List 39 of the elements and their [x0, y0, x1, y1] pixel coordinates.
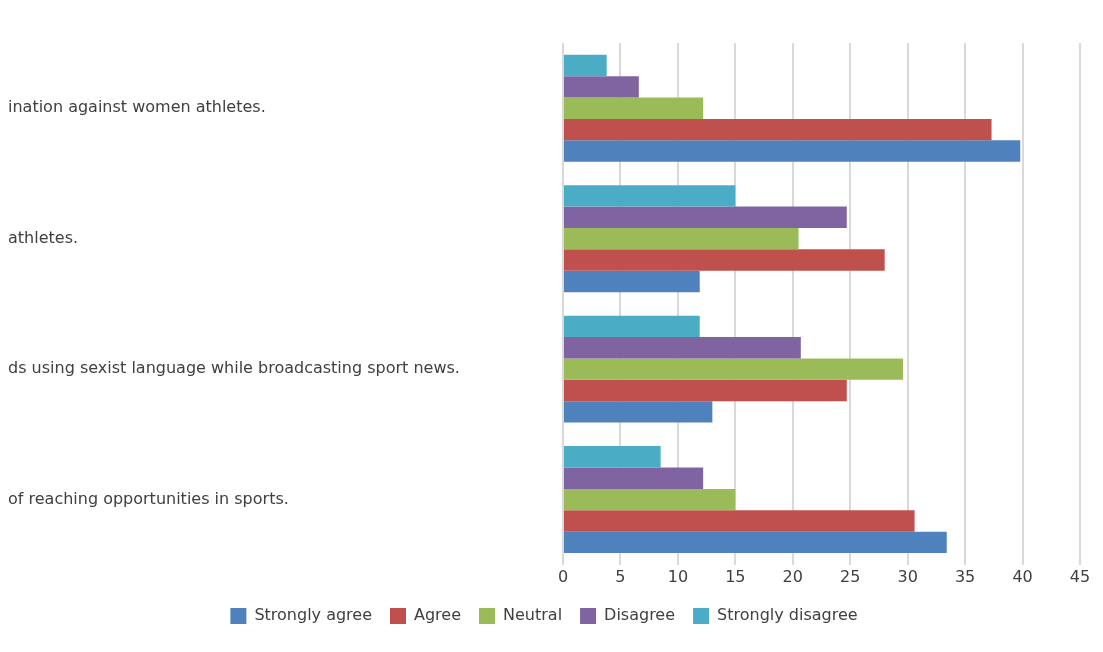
- legend-label: Agree: [414, 605, 462, 625]
- x-tick-label: 25: [840, 566, 861, 586]
- x-tick-label: 40: [1012, 566, 1033, 586]
- y-tick-label: ds using sexist language while broadcasting sport news.: [8, 358, 460, 378]
- x-tick-label: 10: [667, 566, 689, 586]
- legend-label: Disagree: [604, 605, 676, 625]
- bar: [564, 531, 947, 554]
- bar: [564, 185, 736, 207]
- bar: [564, 315, 700, 338]
- x-tick-label: 20: [782, 566, 803, 586]
- bar: [564, 488, 736, 511]
- bar: [564, 249, 885, 271]
- bar: [564, 401, 713, 423]
- legend-label: Strongly agree: [254, 605, 373, 625]
- bar: [564, 118, 992, 141]
- bar: [564, 379, 847, 402]
- bar: [564, 446, 661, 468]
- x-tick-label: 35: [954, 566, 976, 586]
- bar: [564, 76, 639, 98]
- bar: [564, 206, 847, 228]
- y-tick-label: athletes.: [8, 227, 79, 247]
- bar: [564, 97, 704, 119]
- x-tick-label: 15: [725, 566, 746, 586]
- bar: [564, 140, 1021, 162]
- bar: [564, 227, 799, 250]
- x-tick-label: 5: [615, 566, 626, 586]
- bar: [564, 467, 704, 489]
- bar: [564, 54, 607, 77]
- bar: [564, 510, 915, 532]
- bar: [564, 270, 700, 293]
- x-tick-label: 45: [1069, 566, 1091, 586]
- x-tick-label: 30: [897, 566, 918, 586]
- y-tick-label: ination against women athletes.: [8, 97, 266, 117]
- x-tick-label: 0: [557, 566, 569, 586]
- bar: [564, 337, 801, 359]
- y-tick-label: of reaching opportunities in sports.: [8, 488, 289, 508]
- legend-label: Strongly disagree: [717, 605, 858, 625]
- bar: [564, 358, 904, 380]
- legend-label: Neutral: [503, 605, 563, 625]
